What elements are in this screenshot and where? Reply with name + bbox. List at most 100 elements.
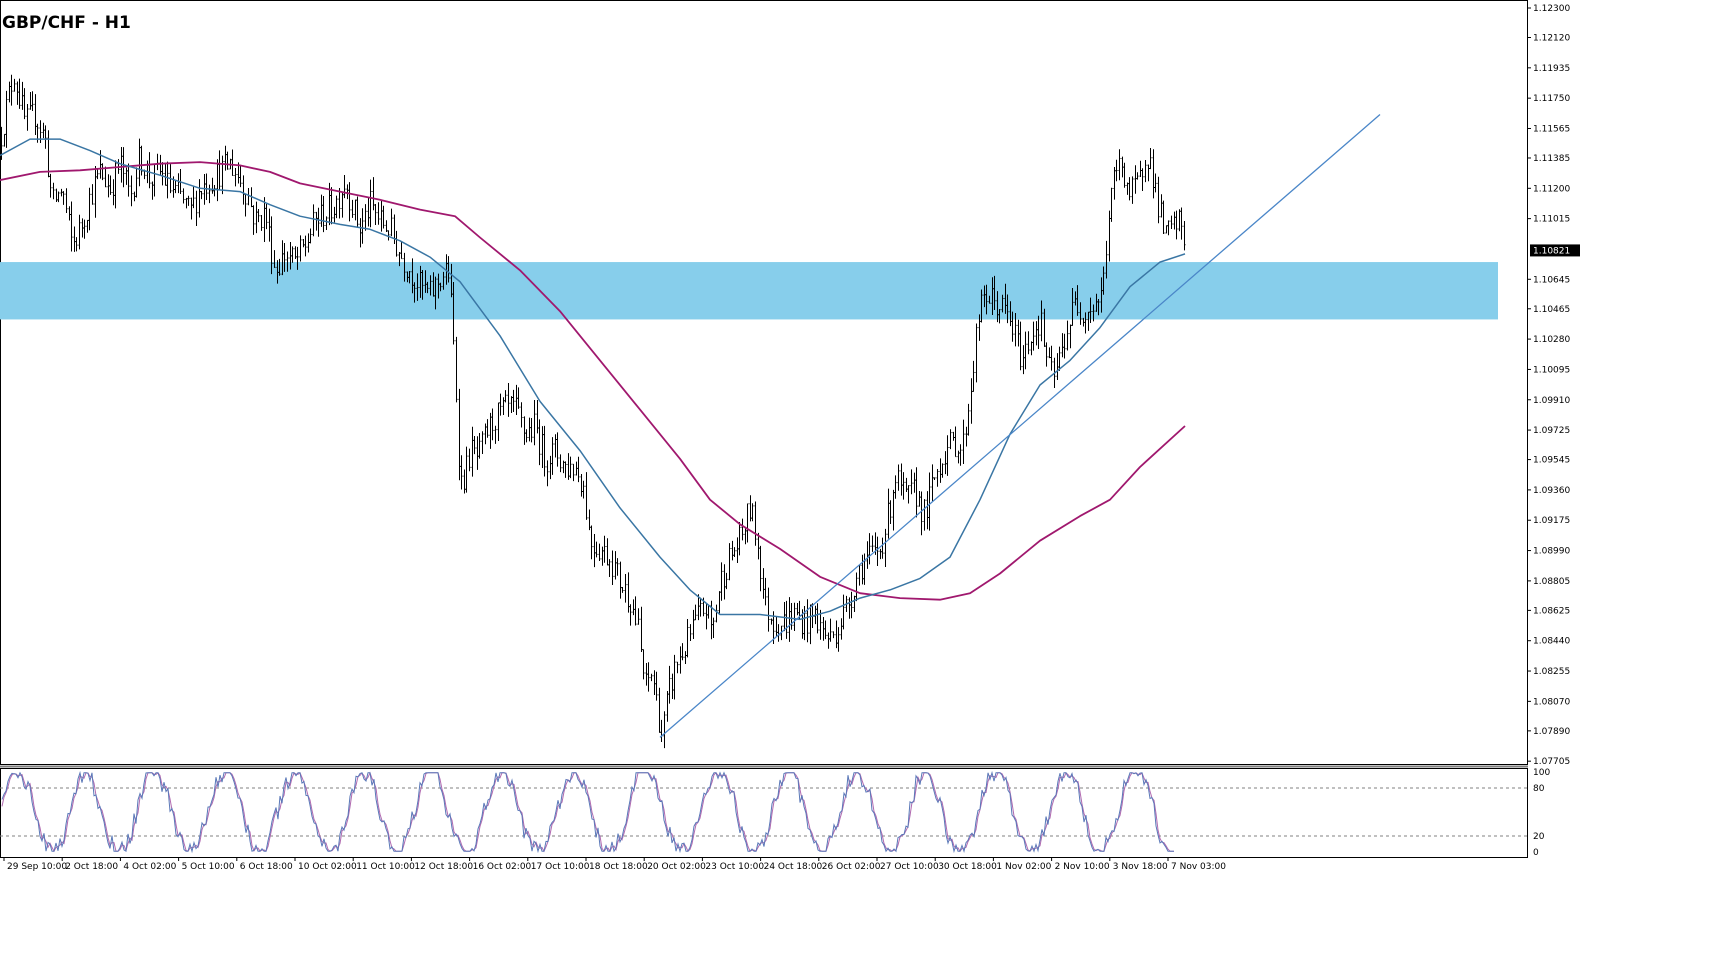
candle [679,646,682,674]
candle [1157,176,1160,224]
candle [34,94,37,135]
candle [918,491,921,507]
candle [926,491,929,530]
candle [892,489,895,531]
candle [855,572,858,602]
candle [403,252,406,282]
candle [723,564,726,600]
candle [182,188,185,204]
candle [611,550,614,586]
candle [868,533,871,565]
candle [543,425,546,477]
time-tick-label: 23 Oct 10:00 [705,862,764,872]
candle [1167,220,1170,236]
candle [902,472,905,500]
candle [1108,210,1111,262]
candle [1001,294,1004,313]
candle [593,533,596,568]
candle [588,509,591,531]
candle [276,260,279,284]
candle [367,197,370,227]
candle [478,432,481,459]
candle [198,179,201,218]
price-tick-label: 1.08440 [1533,637,1570,647]
candle [985,284,988,315]
candle [450,263,453,298]
candle [983,285,986,308]
candle [1180,207,1183,240]
candle [952,431,955,441]
candle [164,162,167,186]
candle [1121,156,1124,178]
chart-title: GBP/CHF - H1 [2,13,131,33]
candle [390,208,393,237]
candle [338,187,341,219]
candle [333,206,336,223]
candle [62,191,65,205]
candle [928,472,931,531]
stochastic-tick-label: 20 [1533,832,1545,842]
time-tick-label: 26 Oct 02:00 [822,862,881,872]
candle [1100,277,1103,313]
candle [923,499,926,531]
candle [1066,320,1069,351]
time-tick-label: 7 Nov 03:00 [1171,862,1226,872]
candle [996,291,999,323]
candle [632,599,635,616]
candle [205,173,208,201]
candle [1011,311,1014,342]
candle [640,606,643,653]
candle [57,191,60,203]
price-tick-label: 1.11385 [1533,154,1570,164]
trendline[interactable] [659,114,1381,738]
candle [920,491,923,536]
price-tick-label: 1.08625 [1533,606,1570,616]
candle [1115,159,1118,182]
candle [10,74,13,106]
candle [627,572,630,613]
candle [226,151,229,170]
candle [884,528,887,567]
candle [850,591,853,619]
candle [382,205,385,229]
candle [840,618,843,640]
candle [320,194,323,227]
candle [1019,321,1022,371]
candle [1063,333,1066,359]
candle [871,535,874,552]
candle [1045,342,1048,367]
candle [793,602,796,631]
candle [1022,345,1025,375]
candle [49,173,52,198]
candle [1024,331,1027,370]
candle [559,454,562,473]
candle [913,472,916,493]
candle [515,384,518,416]
price-tick-label: 1.08070 [1533,697,1570,707]
candle [260,215,263,231]
candle [788,597,791,642]
candle [437,273,440,299]
candle [504,390,507,403]
candle [312,204,315,237]
candle [1118,149,1121,181]
candle [413,282,416,303]
candle [304,235,307,257]
candle [697,594,700,621]
candle [1040,300,1043,342]
candle [530,418,533,443]
candle [637,608,640,625]
candle [858,564,861,586]
candle [962,419,965,465]
candle [68,206,71,221]
candle [385,220,388,232]
candle [419,265,422,298]
candle [1027,331,1030,355]
candle [720,562,723,601]
candle [101,163,104,181]
candle [55,188,58,203]
time-tick-label: 2 Nov 10:00 [1055,862,1110,872]
candle [31,91,34,111]
candle [1079,302,1082,325]
